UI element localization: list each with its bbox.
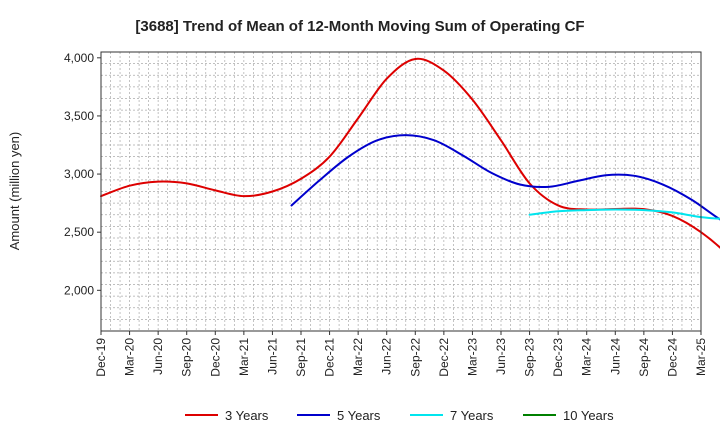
y-tick-label: 4,000 <box>64 51 94 65</box>
x-tick-label: Sep-21 <box>294 338 308 377</box>
x-tick-label: Sep-22 <box>408 338 422 377</box>
x-tick-label: Jun-21 <box>265 338 279 375</box>
grid <box>100 51 702 332</box>
x-tick-label: Sep-20 <box>180 338 194 377</box>
series-lines <box>100 57 720 249</box>
legend-label-3-years: 3 Years <box>225 408 269 423</box>
x-tick-label: Sep-24 <box>637 338 651 377</box>
y-ticks: 2,000 2,500 3,000 3,500 4,000 <box>64 51 101 297</box>
legend-label-7-years: 7 Years <box>450 408 494 423</box>
x-tick-label: Dec-21 <box>323 338 337 377</box>
legend-label-5-years: 5 Years <box>337 408 381 423</box>
x-tick-label: Dec-22 <box>437 338 451 377</box>
series-line-3-years <box>100 57 720 249</box>
series-line-5-years <box>290 134 720 221</box>
x-tick-label: Mar-22 <box>351 338 365 376</box>
x-tick-label: Dec-24 <box>665 338 679 377</box>
y-tick-label: 2,500 <box>64 225 94 239</box>
x-tick-label: Sep-23 <box>523 338 537 377</box>
legend-label-10-years: 10 Years <box>563 408 614 423</box>
x-tick-label: Jun-22 <box>380 338 394 375</box>
x-tick-label: Jun-23 <box>494 338 508 375</box>
y-tick-label: 2,000 <box>64 283 94 297</box>
y-axis-label: Amount (million yen) <box>7 132 22 251</box>
x-tick-label: Jun-20 <box>151 338 165 375</box>
x-tick-label: Mar-23 <box>465 338 479 376</box>
x-tick-label: Dec-20 <box>208 338 222 377</box>
x-tick-label: Jun-24 <box>608 338 622 375</box>
legend: 3 Years 5 Years 7 Years 10 Years <box>185 408 614 423</box>
x-tick-label: Mar-25 <box>694 338 708 376</box>
x-tick-label: Mar-24 <box>580 338 594 376</box>
series-line-7-years <box>528 208 720 220</box>
x-tick-label: Dec-19 <box>94 338 108 377</box>
y-tick-label: 3,000 <box>64 167 94 181</box>
x-ticks: Dec-19 Mar-20 Jun-20 Sep-20 Dec-20 Mar-21 Jun-… <box>94 331 708 377</box>
chart-title: [3688] Trend of Mean of 12-Month Moving … <box>135 18 584 35</box>
x-tick-label: Dec-23 <box>551 338 565 377</box>
y-tick-label: 3,500 <box>64 109 94 123</box>
x-tick-label: Mar-20 <box>123 338 137 376</box>
x-tick-label: Mar-21 <box>237 338 251 376</box>
plot-frame <box>100 51 702 332</box>
